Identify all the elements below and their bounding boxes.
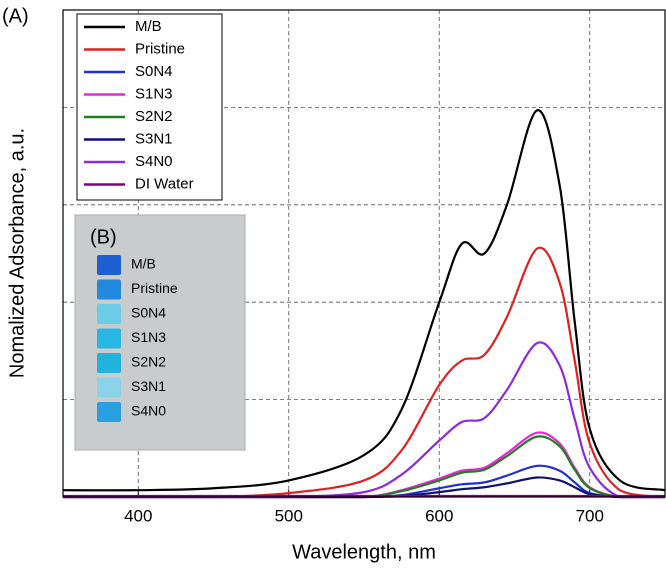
panel-label: (A) xyxy=(2,5,29,27)
x-tick-label: 500 xyxy=(275,506,303,525)
x-tick-label: 600 xyxy=(425,506,453,525)
inset-label: (B) xyxy=(90,226,117,248)
legend-label: DI Water xyxy=(135,175,194,192)
legend-label: Pristine xyxy=(135,40,185,57)
cuvette xyxy=(97,304,121,324)
sample-label: Pristine xyxy=(131,280,178,296)
cuvette xyxy=(97,328,121,349)
sample-label: S3N1 xyxy=(131,378,166,394)
x-tick-label: 700 xyxy=(576,506,604,525)
legend-label: S1N3 xyxy=(135,85,173,102)
cuvette xyxy=(97,255,121,275)
cuvette xyxy=(97,279,121,300)
sample-label: M/B xyxy=(131,256,156,272)
y-axis-label: Nomalized Adsorbance, a.u. xyxy=(6,128,28,378)
plot-frame xyxy=(62,9,666,498)
sample-label: S0N4 xyxy=(131,305,166,321)
cuvette xyxy=(97,353,121,373)
legend-box xyxy=(76,13,223,201)
cuvette xyxy=(97,402,121,422)
legend-label: S3N1 xyxy=(135,130,173,147)
legend-label: S4N0 xyxy=(135,153,173,170)
x-tick-label: 400 xyxy=(124,506,152,525)
sample-label: S2N2 xyxy=(131,354,166,370)
sample-label: S1N3 xyxy=(131,329,166,345)
series-line xyxy=(62,109,666,492)
legend-label: M/B xyxy=(135,18,162,35)
legend-label: S2N2 xyxy=(135,108,173,125)
cuvette xyxy=(97,377,121,398)
legend-label: S0N4 xyxy=(135,63,173,80)
inset: (B) M/B Pristine S0N4 S1N3 S2N2 S3N1 S4N0 xyxy=(74,214,246,451)
sample-label: S4N0 xyxy=(131,403,166,419)
x-axis-label: Wavelength, nm xyxy=(292,541,436,563)
